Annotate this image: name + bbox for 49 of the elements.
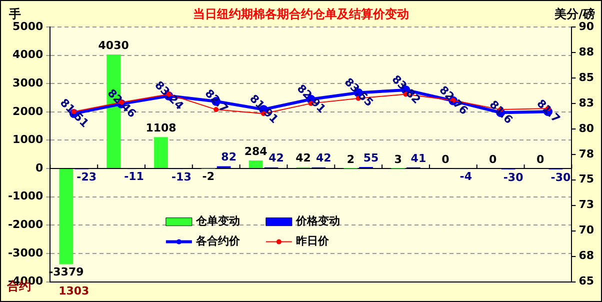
data-label: -4: [460, 170, 472, 184]
data-label: 284: [244, 144, 268, 158]
data-label: 2: [346, 152, 354, 166]
y-tick-label: 2000: [12, 104, 44, 118]
y2-tick-label: 70: [578, 224, 594, 237]
y2-tick-label: 73: [578, 198, 594, 212]
y2-tick-label: 65: [578, 274, 594, 288]
data-label: 42: [296, 152, 311, 165]
y-tick-label: -1000: [8, 190, 44, 203]
y-tick-label: 1000: [12, 133, 44, 146]
data-label: 55: [363, 151, 379, 164]
legend-label: 价格变动: [294, 214, 340, 228]
y2-tick-label: 68: [578, 249, 594, 262]
data-label: 4030: [98, 38, 130, 52]
data-label: -23: [76, 170, 97, 184]
legend-label: 各合约价: [194, 234, 241, 248]
y2-tick-label: 88: [578, 45, 594, 58]
data-label: -2: [202, 170, 215, 183]
y-tick-label: 0: [36, 161, 44, 174]
legend-label: 仓单变动: [194, 214, 240, 228]
legend-label: 昨日价: [296, 234, 330, 248]
data-label: 42: [268, 152, 284, 165]
x-tick-label: 1303: [58, 284, 90, 298]
y-tick-label: -3000: [8, 246, 44, 260]
y2-tick-label: 78: [578, 147, 594, 160]
data-label: -13: [171, 170, 192, 184]
y2-tick-label: 83: [578, 96, 594, 110]
y-tick-label: 5000: [12, 20, 44, 33]
y-tick-label: -2000: [8, 218, 44, 232]
chart-title: 当日纽约期棉各期合约仓单及结算价变动: [193, 7, 409, 22]
data-label: 0: [489, 152, 498, 166]
data-label: -30: [550, 170, 571, 184]
y-tick-label: 4000: [12, 48, 44, 62]
y2-tick-label: 75: [578, 172, 594, 186]
y2-tick-label: 80: [578, 122, 594, 135]
data-label: 1108: [146, 122, 176, 135]
data-label: 3: [394, 152, 402, 166]
y-axis-title: 手: [8, 7, 21, 22]
data-label: 0: [442, 152, 450, 166]
data-label: 41: [410, 152, 426, 165]
y2-axis-title: 美分/磅: [554, 7, 595, 22]
data-label: 0: [536, 152, 544, 166]
y2-tick-label: 90: [578, 20, 594, 33]
data-label: 82: [221, 150, 236, 164]
data-label: 42: [316, 152, 332, 165]
y2-tick-label: 85: [578, 70, 594, 84]
data-label: -11: [124, 170, 144, 184]
y-tick-label: 3000: [12, 76, 44, 90]
data-label: -30: [503, 170, 524, 184]
